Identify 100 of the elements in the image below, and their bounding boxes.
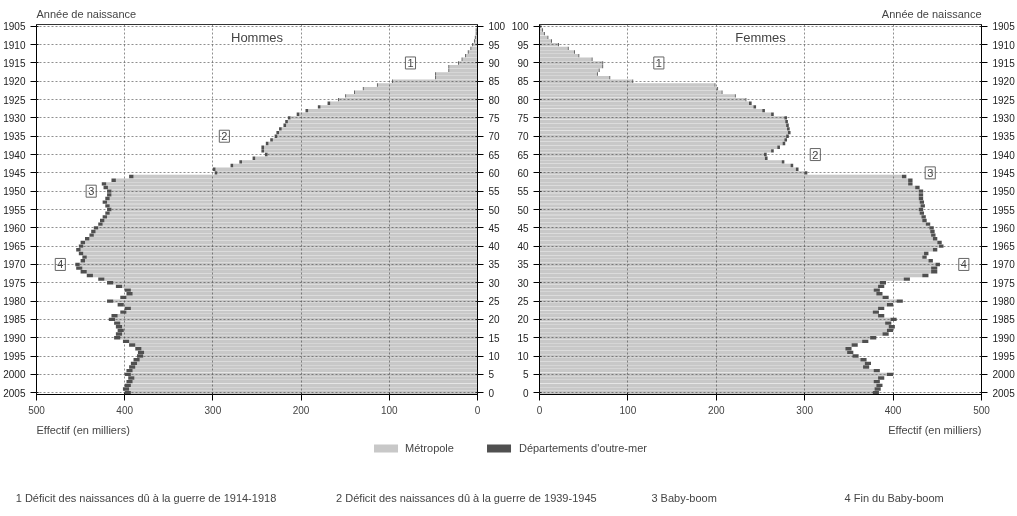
y2-tick-label: 1905 <box>992 21 1016 33</box>
y-tick-label: 95 <box>517 39 529 51</box>
y-tick-label: 80 <box>488 94 501 106</box>
y-tick-label: 75 <box>517 112 529 124</box>
y-tick-label: 15 <box>488 332 501 344</box>
y2-tick-label: 1975 <box>992 277 1016 289</box>
y2-tick-label: 1955 <box>3 204 26 216</box>
y-tick-label: 0 <box>488 387 495 399</box>
text: 3 Baby-boom <box>651 491 717 504</box>
y-tick-label: 20 <box>517 314 529 326</box>
y-tick-label: 90 <box>517 57 529 69</box>
x-tick-label: 400 <box>884 404 902 416</box>
x-tick-label: 100 <box>380 404 399 416</box>
y-tick-label: 100 <box>511 21 529 33</box>
y2-tick-label: 1985 <box>992 314 1016 326</box>
y-tick-label: 5 <box>522 369 529 381</box>
y-tick-label: 10 <box>488 351 501 363</box>
y2-tick-label: 1990 <box>3 332 26 344</box>
y-tick-label: 10 <box>517 351 529 363</box>
x-tick-label: 500 <box>28 404 46 416</box>
x-tick-label: 0 <box>474 404 481 416</box>
annotation: 1 <box>407 56 414 69</box>
y2-tick-label: 1965 <box>3 241 26 253</box>
y2-tick-label: 1990 <box>992 332 1016 344</box>
x-tick-label: 200 <box>707 404 726 416</box>
y2-tick-label: 1920 <box>992 76 1016 88</box>
y2-tick-label: 1960 <box>3 222 26 234</box>
y2-tick-label: 1965 <box>992 241 1016 253</box>
y2-tick-label: 1975 <box>3 277 26 289</box>
y-tick-label: 85 <box>517 76 529 88</box>
y2-tick-label: 1925 <box>992 94 1016 106</box>
y-tick-label: 20 <box>488 314 501 326</box>
y-tick-label: 55 <box>488 186 501 198</box>
y2-tick-label: 1945 <box>3 167 26 179</box>
y2-tick-label: 1930 <box>3 112 26 124</box>
y2-tick-label: 1950 <box>992 186 1016 198</box>
y-tick-label: 70 <box>517 131 529 143</box>
annotation: 1 <box>655 56 662 69</box>
y2-axis-title: Année de naissance <box>36 7 137 20</box>
y-tick-label: 70 <box>488 131 501 143</box>
y-tick-label: 100 <box>488 21 506 33</box>
text: 1 Déficit des naissances dû à la guerre de 1914-1918 <box>15 491 277 504</box>
x-axis-title: Effectif (en milliers) <box>888 423 982 436</box>
y2-tick-label: 1970 <box>3 259 26 271</box>
annotation: 2 <box>221 130 228 143</box>
y2-tick-label: 1955 <box>992 204 1016 216</box>
y-tick-label: 15 <box>517 332 529 344</box>
y2-tick-label: 1980 <box>992 296 1016 308</box>
y2-tick-label: 1970 <box>992 259 1016 271</box>
y2-tick-label: 2005 <box>3 387 26 399</box>
y-tick-label: 55 <box>517 186 529 198</box>
y2-tick-label: 1995 <box>992 351 1016 363</box>
y2-tick-label: 1935 <box>992 131 1016 143</box>
y-tick-label: 30 <box>488 277 501 289</box>
x-tick-label: 500 <box>973 404 991 416</box>
y2-tick-label: 2000 <box>992 369 1016 381</box>
y-tick-label: 80 <box>517 94 529 106</box>
y2-tick-label: 1940 <box>3 149 26 161</box>
y2-tick-label: 1995 <box>3 351 26 363</box>
y2-tick-label: 1920 <box>3 76 26 88</box>
y-tick-label: 35 <box>488 259 501 271</box>
x-tick-label: 400 <box>116 404 134 416</box>
x-tick-label: 200 <box>292 404 310 416</box>
x-tick-label: 0 <box>536 404 543 416</box>
y-tick-label: 85 <box>488 76 501 88</box>
y2-tick-label: 1915 <box>3 57 26 69</box>
y-tick-label: 50 <box>517 204 529 216</box>
y-tick-label: 75 <box>488 112 501 124</box>
y-tick-label: 65 <box>488 149 501 161</box>
y2-axis-title: Année de naissance <box>881 7 982 20</box>
y2-tick-label: 1985 <box>3 314 26 326</box>
text: 2 Déficit des naissances dû à la guerre de 1939-1945 <box>336 491 597 504</box>
y-tick-label: 35 <box>517 259 529 271</box>
y-tick-label: 40 <box>517 241 529 253</box>
y2-tick-label: 1940 <box>992 149 1016 161</box>
annotation: 3 <box>88 185 95 198</box>
y-tick-label: 50 <box>488 204 501 216</box>
y-tick-label: 25 <box>517 296 529 308</box>
y-tick-label: 95 <box>488 39 501 51</box>
y-tick-label: 0 <box>522 387 529 399</box>
y-tick-label: 65 <box>517 149 529 161</box>
y-tick-label: 45 <box>517 222 529 234</box>
y-tick-label: 30 <box>517 277 529 289</box>
x-tick-label: 300 <box>204 404 222 416</box>
y2-tick-label: 1945 <box>992 167 1016 179</box>
y2-tick-label: 1925 <box>3 94 26 106</box>
y-tick-label: 25 <box>488 296 501 308</box>
x-tick-label: 100 <box>619 404 637 416</box>
y2-tick-label: 1930 <box>992 112 1016 124</box>
y-tick-label: 45 <box>488 222 501 234</box>
y-tick-label: 40 <box>488 241 501 253</box>
x-axis-title: Effectif (en milliers) <box>36 423 130 436</box>
y2-tick-label: 1905 <box>3 21 26 33</box>
chart-title: Hommes <box>231 29 284 45</box>
y-tick-label: 60 <box>517 167 529 179</box>
legend-label: Métropole <box>405 442 454 454</box>
annotation: 4 <box>57 258 64 271</box>
y2-tick-label: 1960 <box>992 222 1016 234</box>
y2-tick-label: 2000 <box>3 369 26 381</box>
text: 4 Fin du Baby-boom <box>844 491 944 504</box>
